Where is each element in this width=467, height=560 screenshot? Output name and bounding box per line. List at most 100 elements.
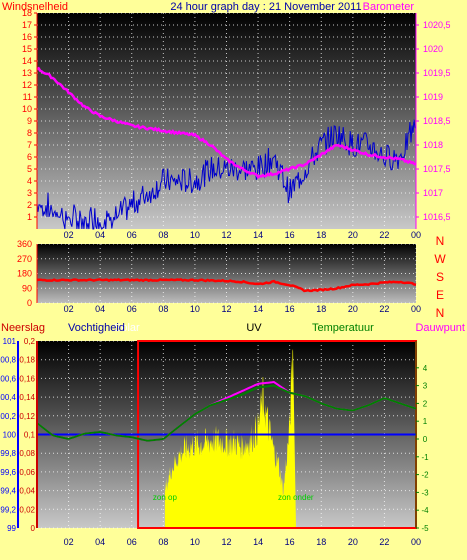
- wind-tick-label: 4: [27, 176, 32, 186]
- barometer-line: [36, 66, 417, 179]
- wind-direction-line: [36, 278, 417, 293]
- wind-tick-label: 16: [22, 32, 32, 42]
- wind-tick-label: 11: [23, 92, 32, 102]
- barometer-tick-label: 1017,5: [423, 164, 451, 174]
- x-tick-label: 14: [253, 230, 263, 240]
- x-tick-label: 18: [316, 304, 326, 314]
- wind-tick-label: 8: [27, 128, 32, 138]
- rain-tick-label: 0,02: [19, 505, 35, 514]
- x-tick-label: 10: [190, 537, 200, 547]
- x-tick-label: 02: [64, 304, 74, 314]
- x-tick-label: 00: [411, 230, 421, 240]
- humidity-tick-label: 99,2: [0, 505, 16, 514]
- wind-tick-label: 5: [27, 164, 32, 174]
- barometer-tick-label: 1017: [423, 188, 443, 198]
- sunset-label: zon onder: [278, 493, 314, 502]
- x-tick-label: 16: [285, 537, 295, 547]
- solar-label: Solar: [114, 322, 140, 334]
- wind-tick-label: 2: [27, 200, 32, 210]
- wind-tick-label: 10: [22, 104, 32, 114]
- humidity-tick-label: 101: [3, 337, 17, 346]
- humidity-tick-label: 99,8: [0, 449, 16, 458]
- x-tick-label: 04: [95, 537, 105, 547]
- rain-tick-label: 0,08: [19, 449, 35, 458]
- barometer-tick-label: 1019,5: [423, 68, 451, 78]
- wind-tick-label: 9: [27, 116, 32, 126]
- graph-title: 24 hour graph day : 21 November 2011: [170, 1, 361, 13]
- direction-tick-label: 0: [27, 298, 32, 308]
- direction-tick-label: 270: [17, 254, 32, 264]
- temp-tick-label: -1: [421, 453, 429, 462]
- humidity-tick-label: 100: [3, 431, 17, 440]
- x-tick-label: 22: [379, 304, 389, 314]
- sunrise-label: zon op: [153, 493, 178, 502]
- wind-tick-label: 14: [22, 56, 32, 66]
- wind-tick-label: 3: [27, 188, 32, 198]
- x-tick-label: 12: [221, 304, 231, 314]
- x-tick-label: 06: [127, 304, 137, 314]
- x-tick-label: 04: [95, 304, 105, 314]
- x-tick-label: 20: [348, 537, 358, 547]
- humidity-tick-label: 99: [7, 524, 16, 533]
- wind-tick-label: 7: [27, 140, 32, 150]
- barometer-tick-label: 1020,5: [423, 20, 451, 30]
- temperature-line: [36, 384, 417, 442]
- x-tick-label: 00: [411, 304, 421, 314]
- temp-tick-label: -5: [421, 524, 429, 533]
- neerslag-label: Neerslag: [1, 322, 45, 334]
- temp-tick-label: 0: [423, 435, 428, 444]
- x-tick-label: 20: [348, 304, 358, 314]
- barometer-tick-label: 1019: [423, 92, 443, 102]
- x-tick-label: 20: [348, 230, 358, 240]
- x-tick-label: 08: [158, 537, 168, 547]
- rain-tick-label: 0,18: [19, 356, 35, 365]
- wind-tick-label: 1: [27, 212, 32, 222]
- x-tick-label: 18: [316, 230, 326, 240]
- x-tick-label: 10: [190, 304, 200, 314]
- temp-tick-label: -2: [421, 471, 429, 480]
- rain-tick-label: 0,16: [19, 374, 35, 383]
- wind-tick-label: 13: [22, 68, 32, 78]
- x-tick-label: 00: [411, 537, 421, 547]
- rain-tick-label: 0,12: [19, 412, 35, 421]
- wind-tick-label: 12: [22, 80, 32, 90]
- wind-tick-label: 18: [22, 8, 32, 18]
- temp-tick-label: -3: [421, 488, 429, 497]
- temp-tick-label: 2: [423, 399, 428, 408]
- humidity-tick-label: 99,6: [0, 468, 16, 477]
- temp-tick-label: 3: [423, 382, 428, 391]
- dauwpunt-label: Dauwpunt: [415, 322, 465, 334]
- x-tick-label: 22: [379, 230, 389, 240]
- humidity-tick-label: 100,6: [0, 374, 17, 383]
- humidity-tick-label: 100,8: [0, 356, 17, 365]
- vochtigheid-label: Vochtigheid: [68, 322, 125, 334]
- x-tick-label: 14: [253, 304, 263, 314]
- x-tick-label: 02: [64, 537, 74, 547]
- barometer-tick-label: 1018,5: [423, 116, 451, 126]
- direction-tick-label: 180: [17, 269, 32, 279]
- x-tick-label: 04: [95, 230, 105, 240]
- compass-label: N: [436, 234, 445, 248]
- x-tick-label: 14: [253, 537, 263, 547]
- rain-tick-label: 0,06: [19, 468, 35, 477]
- x-tick-label: 18: [316, 537, 326, 547]
- windsnelheid-label: Windsnelheid: [2, 1, 68, 13]
- x-tick-label: 16: [285, 304, 295, 314]
- x-tick-label: 12: [221, 230, 231, 240]
- wind-tick-label: 17: [22, 20, 32, 30]
- direction-panel: [37, 244, 416, 303]
- solar-area: [164, 348, 296, 528]
- temp-tick-label: 1: [423, 417, 428, 426]
- x-tick-label: 06: [127, 537, 137, 547]
- x-tick-label: 10: [190, 230, 200, 240]
- rain-tick-label: 0,2: [24, 337, 36, 346]
- x-tick-label: 06: [127, 230, 137, 240]
- uv-label: UV: [246, 322, 262, 334]
- compass-label: N: [436, 306, 445, 320]
- wind-average-line: [36, 119, 417, 230]
- compass-label: S: [436, 270, 444, 284]
- humidity-tick-label: 100,4: [0, 393, 17, 402]
- barometer-tick-label: 1016,5: [423, 212, 451, 222]
- compass-label: W: [434, 252, 446, 266]
- rain-tick-label: 0,1: [24, 431, 36, 440]
